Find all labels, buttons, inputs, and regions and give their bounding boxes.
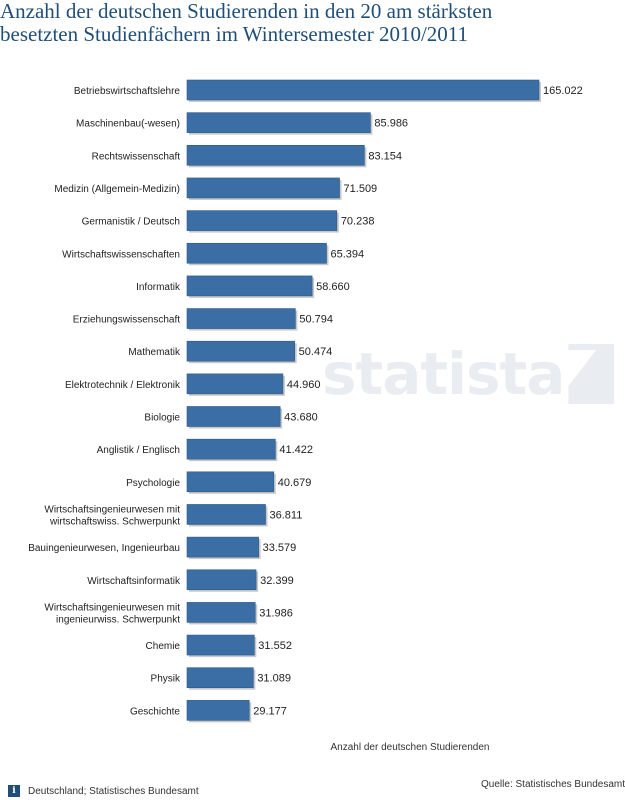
bar[interactable] [186, 275, 313, 297]
category-label-line: Germanistik / Deutsch [82, 217, 180, 228]
category-label-line: Wirtschaftsinformatik [87, 576, 181, 587]
bar[interactable] [186, 569, 257, 591]
category-label-line: Rechtswissenschaft [92, 151, 181, 162]
data-label: 44.960 [287, 379, 321, 391]
category-label: Maschinenbau(-wesen) [76, 119, 180, 130]
category-label-line: Maschinenbau(-wesen) [76, 119, 180, 130]
category-label: Bauingenieurwesen, Ingenieurbau [28, 543, 180, 554]
bar[interactable] [186, 340, 295, 362]
chart-title: Anzahl der deutschen Studierenden in den… [0, 0, 625, 46]
bar[interactable] [186, 667, 254, 689]
chart-title-line-1: Anzahl der deutschen Studierenden in den… [0, 0, 493, 23]
category-label: Betriebswirtschaftslehre [74, 86, 181, 97]
category-label-line: Geschichte [130, 706, 180, 717]
bar[interactable] [186, 504, 266, 525]
data-label: 165.022 [543, 85, 583, 97]
category-label-line: Chemie [146, 641, 181, 652]
data-label: 31.089 [257, 673, 291, 685]
bar[interactable] [186, 471, 275, 493]
data-label: 29.177 [253, 705, 287, 717]
category-label: Chemie [146, 641, 181, 652]
data-label: 31.986 [259, 607, 293, 619]
category-label-line: Bauingenieurwesen, Ingenieurbau [28, 543, 180, 554]
category-label-line: Mathematik [128, 347, 181, 358]
category-label: Biologie [144, 413, 180, 424]
category-label-line: Wirtschaftsingenieurwesen mit [44, 504, 180, 515]
data-label: 31.552 [258, 640, 292, 652]
x-axis-label: Anzahl der deutschen Studierenden [330, 742, 490, 753]
category-label: Erziehungswissenschaft [73, 315, 180, 326]
category-label: Wirtschaftsinformatik [87, 576, 181, 587]
data-label: 83.154 [368, 150, 402, 162]
data-label: 33.579 [263, 542, 297, 554]
data-label: 71.509 [344, 183, 378, 195]
bar[interactable] [186, 210, 338, 231]
category-label-line: wirtschaftswiss. Schwerpunkt [49, 516, 180, 527]
bar[interactable] [186, 406, 281, 427]
category-label-line: Informatik [136, 282, 181, 293]
data-label: 43.680 [284, 412, 318, 424]
bar[interactable] [186, 536, 259, 558]
bar[interactable] [186, 634, 255, 656]
data-label: 50.794 [299, 314, 333, 326]
data-label: 41.422 [279, 444, 313, 456]
footer-source-note: i Deutschland; Statistisches Bundesamt [8, 785, 199, 797]
bar[interactable] [186, 145, 365, 166]
bar-chart: 165.022 Betriebswirtschaftslehre 85.986 Mas… [28, 79, 583, 723]
category-label: Mathematik [128, 347, 181, 358]
category-label: Physik [151, 674, 181, 685]
info-icon[interactable]: i [8, 785, 20, 797]
category-label-line: Psychologie [126, 478, 180, 489]
statista-watermark: statista [322, 340, 615, 408]
category-label-line: Anglistik / Englisch [97, 445, 180, 456]
footer-left-text: Deutschland; Statistisches Bundesamt [28, 785, 199, 797]
bar[interactable] [186, 700, 250, 721]
data-label: 40.679 [278, 477, 312, 489]
data-label: 85.986 [374, 118, 408, 130]
category-label: Informatik [136, 282, 181, 293]
category-label: Medizin (Allgemein-Medizin) [54, 184, 180, 195]
category-label-line: Physik [151, 674, 181, 685]
bar[interactable] [186, 242, 327, 264]
category-label: Rechtswissenschaft [92, 151, 181, 162]
data-label: 36.811 [270, 509, 303, 521]
category-label: Wirtschaftsingenieurwesen mit ingenieurwi… [44, 602, 180, 625]
bar[interactable] [186, 438, 276, 460]
data-label: 70.238 [341, 216, 375, 228]
category-label: Wirtschaftsingenieurwesen mit wirtschafts… [44, 504, 180, 527]
bar[interactable] [186, 373, 284, 395]
category-label: Wirtschaftswissenschaften [62, 249, 180, 260]
category-label-line: ingenieurwiss. Schwerpunkt [56, 614, 180, 625]
chart-title-line-2: besetzten Studienfächern im Wintersemest… [0, 22, 469, 46]
footer-source: Quelle: Statistisches Bundesamt [481, 779, 625, 790]
category-label-line: Wirtschaftsingenieurwesen mit [44, 602, 180, 613]
bar[interactable] [186, 112, 371, 133]
bar[interactable] [186, 177, 340, 199]
category-label: Anglistik / Englisch [97, 445, 180, 456]
category-label-line: Erziehungswissenschaft [73, 315, 180, 326]
data-label: 50.474 [299, 346, 333, 358]
category-label-line: Elektrotechnik / Elektronik [65, 380, 181, 391]
data-label: 65.394 [330, 248, 364, 260]
watermark-text: statista [322, 340, 565, 408]
category-label-line: Wirtschaftswissenschaften [62, 249, 180, 260]
category-label-line: Biologie [144, 413, 180, 424]
category-label: Germanistik / Deutsch [82, 217, 180, 228]
bar[interactable] [186, 602, 256, 623]
bar[interactable] [186, 308, 296, 329]
category-label-line: Betriebswirtschaftslehre [74, 86, 181, 97]
data-label: 32.399 [260, 575, 294, 587]
category-label: Psychologie [126, 478, 180, 489]
data-label: 58.660 [316, 281, 350, 293]
bar[interactable] [186, 79, 540, 101]
category-label-line: Medizin (Allgemein-Medizin) [54, 184, 180, 195]
category-label: Elektrotechnik / Elektronik [65, 380, 181, 391]
category-label: Geschichte [130, 706, 180, 717]
